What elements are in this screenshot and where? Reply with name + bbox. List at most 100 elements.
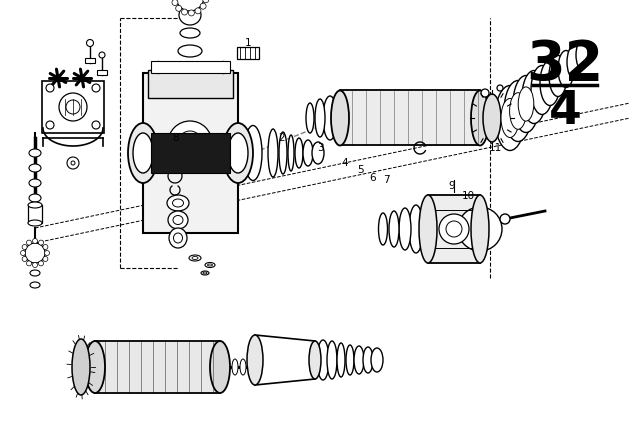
- Ellipse shape: [295, 138, 303, 168]
- Circle shape: [26, 261, 31, 266]
- Bar: [151, 61, 230, 73]
- Ellipse shape: [540, 60, 560, 105]
- Ellipse shape: [558, 51, 574, 87]
- Ellipse shape: [85, 341, 105, 393]
- Circle shape: [59, 93, 87, 121]
- Circle shape: [458, 207, 502, 251]
- Ellipse shape: [29, 194, 41, 202]
- Bar: [97, 70, 107, 75]
- Ellipse shape: [363, 347, 373, 373]
- Circle shape: [200, 3, 206, 9]
- Circle shape: [67, 157, 79, 169]
- Ellipse shape: [169, 228, 187, 248]
- Circle shape: [33, 263, 38, 267]
- Bar: [237, 47, 259, 59]
- Text: 4: 4: [342, 158, 348, 168]
- Ellipse shape: [309, 341, 321, 379]
- Circle shape: [33, 238, 38, 244]
- Text: 32: 32: [526, 38, 604, 92]
- Ellipse shape: [232, 359, 238, 375]
- Circle shape: [43, 257, 48, 262]
- Ellipse shape: [168, 211, 188, 229]
- Ellipse shape: [315, 99, 325, 137]
- Ellipse shape: [207, 264, 212, 266]
- Bar: [148, 70, 233, 98]
- Ellipse shape: [471, 90, 489, 146]
- Ellipse shape: [179, 5, 201, 25]
- Ellipse shape: [531, 65, 553, 115]
- Circle shape: [481, 89, 489, 97]
- Circle shape: [46, 121, 54, 129]
- Ellipse shape: [409, 205, 423, 253]
- Text: 6: 6: [370, 173, 376, 183]
- Ellipse shape: [30, 282, 40, 288]
- Circle shape: [22, 257, 27, 262]
- Ellipse shape: [240, 359, 246, 375]
- Ellipse shape: [567, 46, 581, 78]
- Text: 2: 2: [278, 133, 285, 143]
- Circle shape: [25, 243, 45, 263]
- Ellipse shape: [549, 56, 567, 96]
- Ellipse shape: [189, 255, 201, 261]
- Ellipse shape: [244, 125, 262, 181]
- Bar: [143, 73, 238, 233]
- Ellipse shape: [303, 140, 313, 166]
- Circle shape: [497, 85, 503, 91]
- Ellipse shape: [317, 340, 329, 380]
- Ellipse shape: [133, 133, 153, 173]
- Ellipse shape: [371, 348, 383, 372]
- Bar: [428, 195, 480, 263]
- Ellipse shape: [203, 272, 207, 274]
- Ellipse shape: [247, 335, 263, 385]
- Ellipse shape: [337, 343, 345, 377]
- Polygon shape: [255, 335, 315, 385]
- Ellipse shape: [331, 90, 349, 146]
- Text: 10: 10: [461, 191, 475, 201]
- Ellipse shape: [228, 133, 248, 173]
- Circle shape: [71, 161, 75, 165]
- Circle shape: [168, 121, 212, 165]
- Ellipse shape: [30, 270, 40, 276]
- Ellipse shape: [28, 202, 42, 208]
- Text: 11: 11: [488, 143, 502, 153]
- Circle shape: [38, 261, 44, 266]
- Circle shape: [38, 240, 44, 245]
- Circle shape: [20, 250, 26, 255]
- Text: 9: 9: [449, 181, 455, 191]
- Ellipse shape: [576, 40, 588, 69]
- Ellipse shape: [327, 341, 337, 379]
- Ellipse shape: [279, 132, 287, 174]
- Ellipse shape: [509, 93, 526, 129]
- Ellipse shape: [210, 341, 230, 393]
- Ellipse shape: [399, 208, 411, 250]
- Bar: [42, 81, 104, 133]
- Ellipse shape: [268, 129, 278, 177]
- Ellipse shape: [346, 345, 354, 375]
- Circle shape: [66, 100, 80, 114]
- Ellipse shape: [28, 220, 42, 226]
- Ellipse shape: [29, 164, 41, 172]
- Circle shape: [26, 240, 31, 245]
- Circle shape: [45, 250, 49, 255]
- Circle shape: [500, 214, 510, 224]
- Circle shape: [446, 221, 462, 237]
- Ellipse shape: [173, 233, 182, 243]
- Ellipse shape: [167, 195, 189, 211]
- Ellipse shape: [518, 87, 534, 121]
- Ellipse shape: [378, 213, 387, 245]
- Circle shape: [188, 10, 195, 16]
- Ellipse shape: [29, 179, 41, 187]
- Ellipse shape: [223, 123, 253, 183]
- Ellipse shape: [72, 339, 90, 395]
- Ellipse shape: [29, 149, 41, 157]
- Ellipse shape: [504, 81, 532, 142]
- Bar: [28, 205, 42, 223]
- Ellipse shape: [354, 346, 364, 374]
- Circle shape: [176, 5, 182, 11]
- Ellipse shape: [83, 81, 97, 89]
- Ellipse shape: [201, 271, 209, 275]
- Circle shape: [203, 0, 209, 3]
- Ellipse shape: [288, 135, 294, 171]
- Bar: [340, 90, 480, 145]
- Text: 8: 8: [173, 133, 179, 143]
